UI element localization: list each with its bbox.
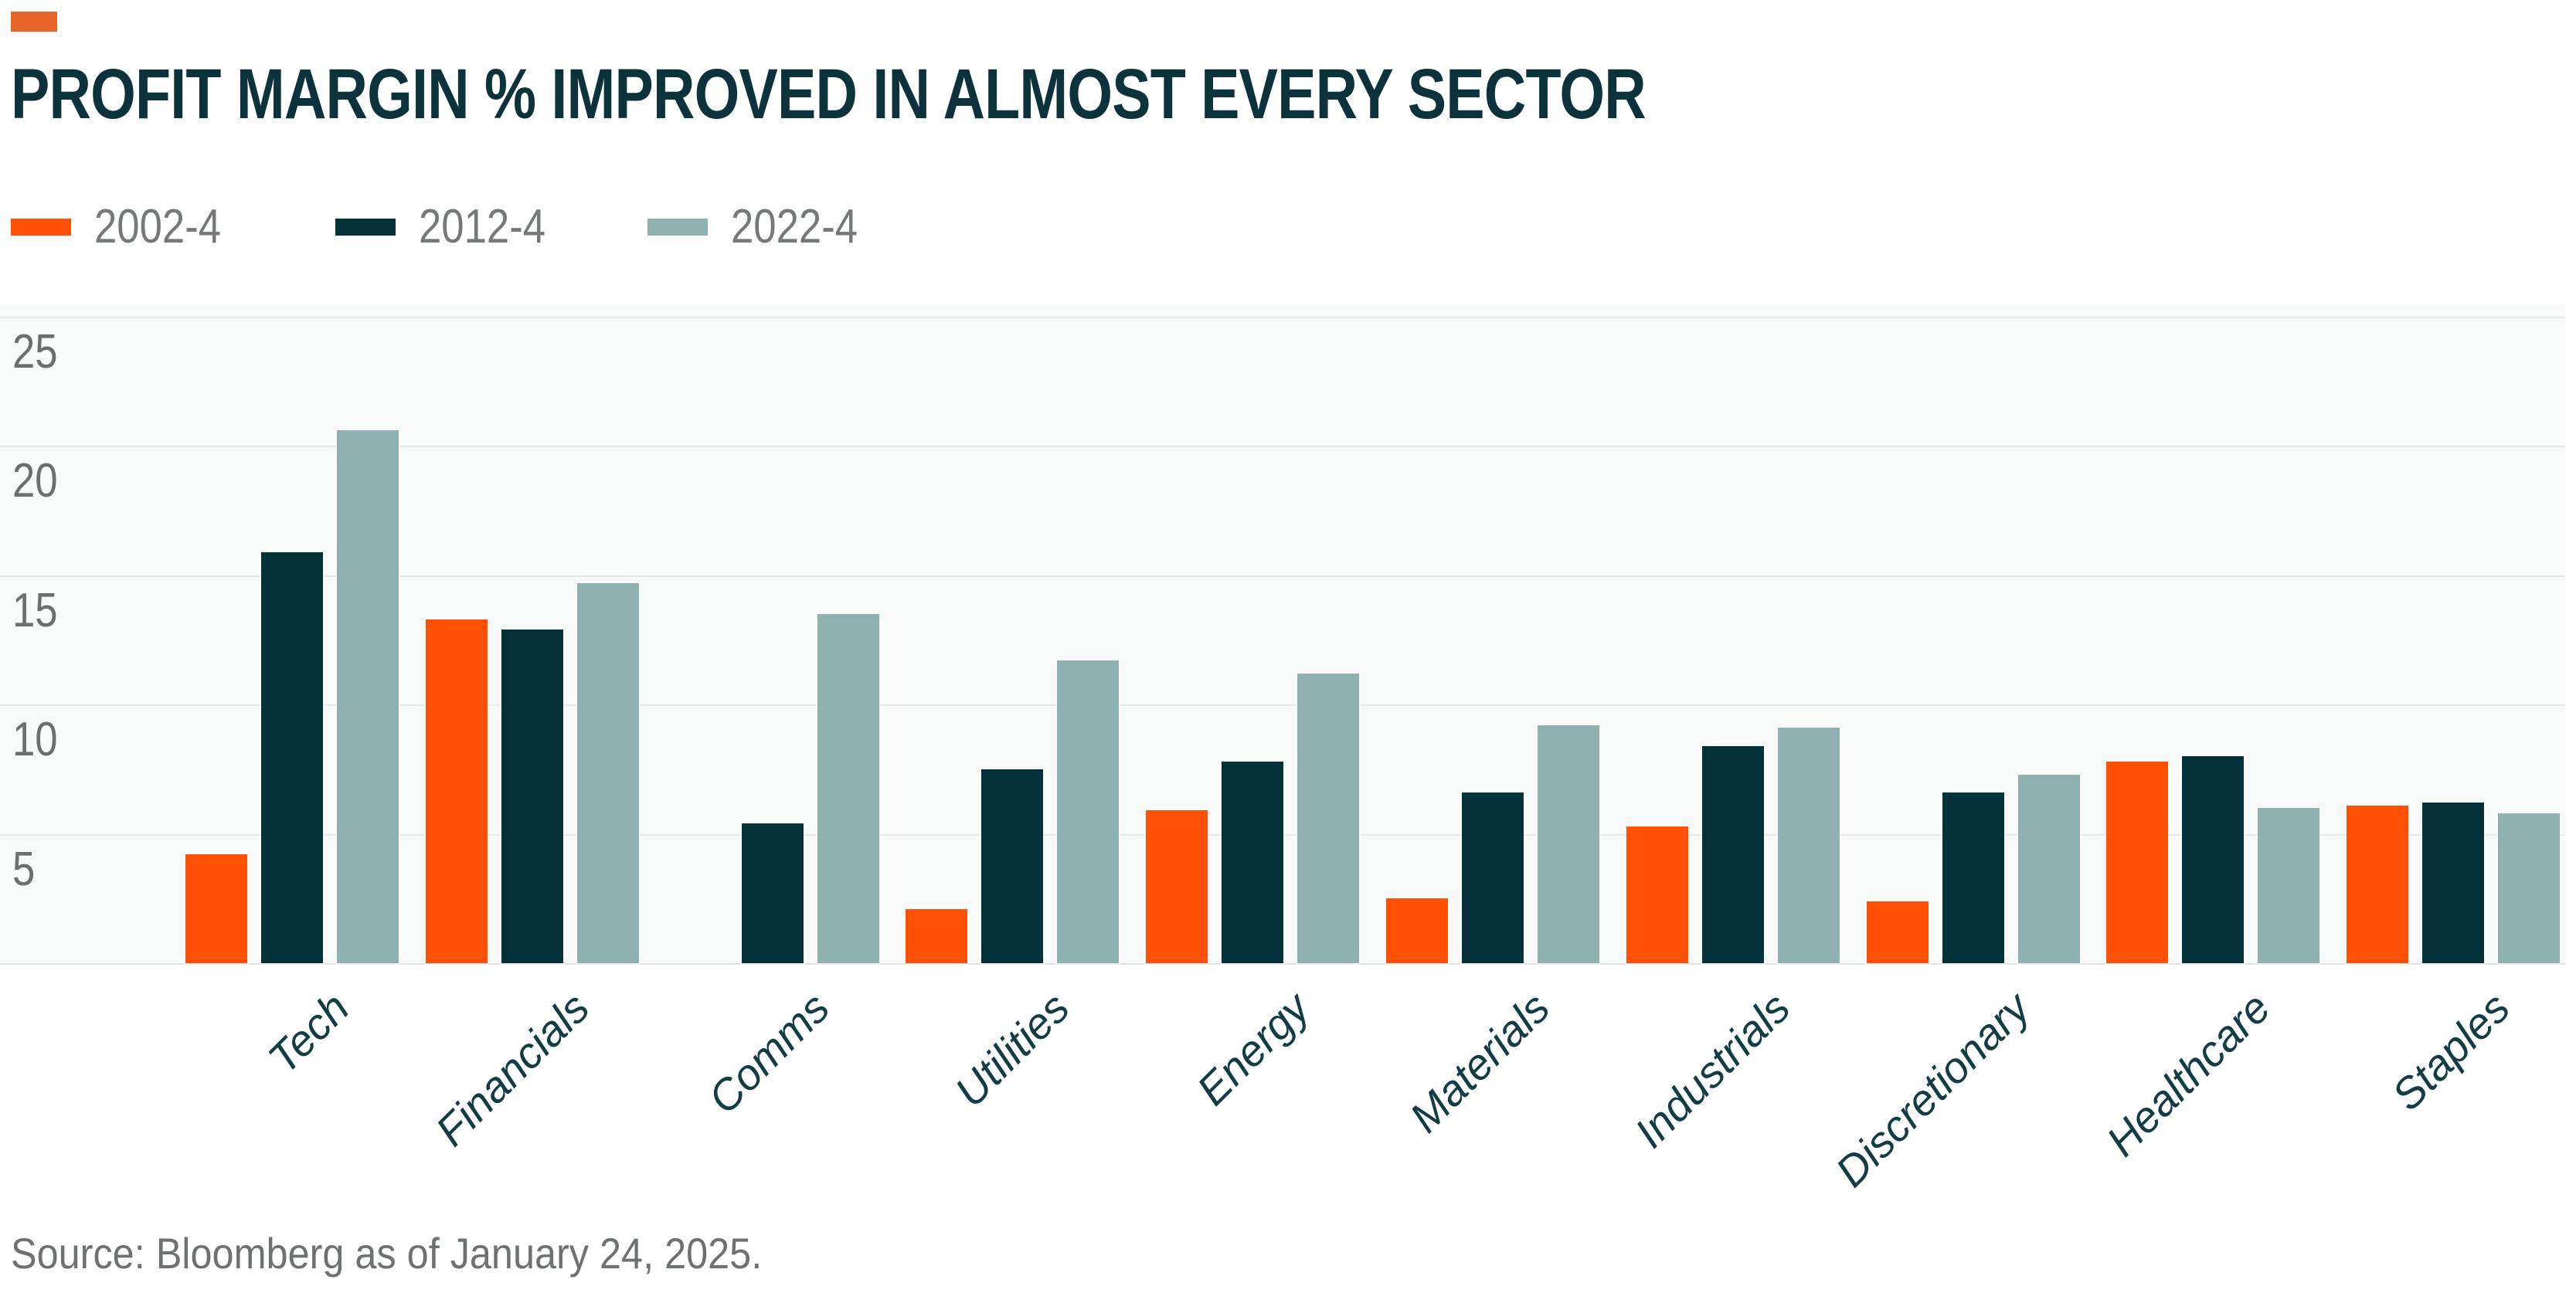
x-label-tech: Tech: [258, 982, 359, 1083]
legend-item-2012-4: 2012-4: [335, 199, 568, 254]
bar-comms-2022-4: [817, 614, 879, 963]
bar-tech-2022-4: [337, 430, 399, 963]
brand-accent-bar: [11, 12, 57, 32]
y-tick-label-10: 10: [12, 713, 58, 767]
bar-discretionary-2002-4: [1866, 901, 1929, 963]
gridline-25: [0, 317, 2565, 318]
bar-healthcare-2002-4: [2106, 761, 2169, 963]
x-label-materials: Materials: [1400, 982, 1559, 1142]
bar-tech-2002-4: [185, 854, 247, 963]
x-label-energy: Energy: [1187, 982, 1319, 1115]
bar-utilities-2012-4: [981, 769, 1044, 963]
bar-healthcare-2012-4: [2182, 756, 2245, 963]
legend-label: 2012-4: [419, 200, 546, 253]
x-label-financials: Financials: [426, 982, 599, 1156]
y-tick-label-20: 20: [12, 454, 58, 508]
x-label-discretionary: Discretionary: [1826, 982, 2039, 1196]
x-axis-line: [0, 963, 2565, 965]
x-label-comms: Comms: [698, 982, 838, 1123]
chart-title: PROFIT MARGIN % IMPROVED IN ALMOST EVERY…: [11, 55, 1647, 134]
bar-materials-2022-4: [1538, 725, 1599, 963]
gridline-10: [0, 704, 2565, 707]
bar-materials-2002-4: [1386, 898, 1448, 963]
bar-financials-2012-4: [501, 630, 563, 963]
bar-staples-2012-4: [2422, 803, 2485, 963]
bar-staples-2002-4: [2347, 805, 2409, 963]
gridline-20: [0, 446, 2565, 448]
legend-label: 2002-4: [94, 200, 222, 253]
x-label-industrials: Industrials: [1625, 982, 1799, 1157]
bar-financials-2022-4: [576, 582, 639, 963]
bar-industrials-2012-4: [1701, 745, 1764, 963]
bar-utilities-2022-4: [1057, 660, 1120, 963]
legend: 2002-4 2012-4 2022-4: [0, 199, 1082, 253]
legend-item-2022-4: 2022-4: [647, 199, 880, 254]
legend-item-2002-4: 2002-4: [11, 199, 243, 254]
bar-energy-2022-4: [1297, 674, 1360, 963]
bar-discretionary-2012-4: [1942, 792, 2004, 963]
bar-materials-2012-4: [1462, 792, 1524, 963]
bar-tech-2012-4: [261, 551, 323, 963]
legend-swatch-2002-4: [11, 218, 71, 236]
x-label-utilities: Utilities: [945, 982, 1079, 1116]
bar-industrials-2002-4: [1626, 826, 1688, 963]
x-label-healthcare: Healthcare: [2096, 982, 2279, 1166]
legend-label: 2022-4: [731, 200, 858, 253]
gridline-15: [0, 575, 2565, 577]
legend-swatch-2012-4: [335, 218, 396, 236]
bar-comms-2012-4: [741, 823, 804, 963]
bar-energy-2012-4: [1222, 761, 1284, 963]
source-note: Source: Bloomberg as of January 24, 2025…: [11, 1229, 763, 1278]
bar-utilities-2002-4: [906, 908, 968, 963]
bar-staples-2022-4: [2498, 813, 2561, 963]
bar-energy-2002-4: [1146, 810, 1208, 963]
x-label-staples: Staples: [2382, 982, 2520, 1120]
y-tick-label-5: 5: [12, 842, 36, 896]
bar-healthcare-2022-4: [2258, 808, 2320, 963]
bar-financials-2002-4: [425, 619, 488, 963]
bar-discretionary-2022-4: [2017, 774, 2080, 963]
y-tick-label-25: 25: [12, 325, 58, 378]
bar-industrials-2022-4: [1777, 728, 1840, 963]
y-tick-label-15: 15: [12, 583, 58, 637]
legend-swatch-2022-4: [647, 218, 708, 236]
